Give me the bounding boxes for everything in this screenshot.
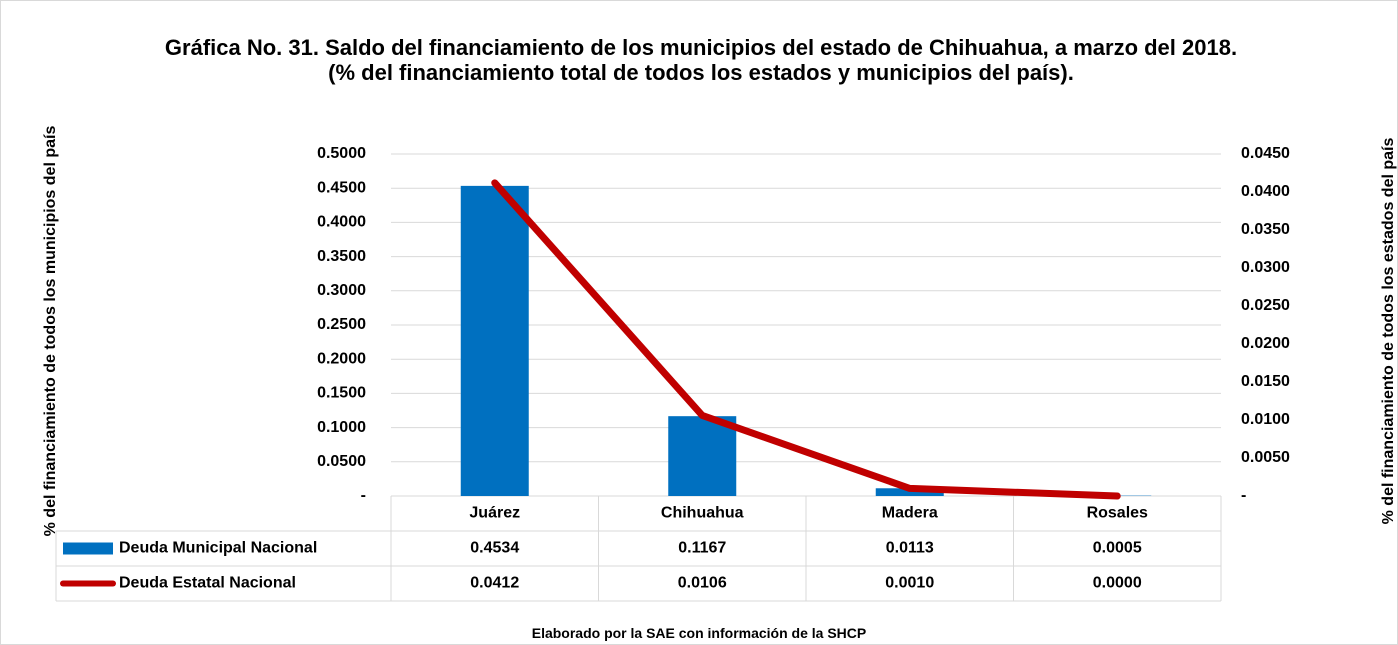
- y2-tick-label: 0.0100: [1241, 411, 1290, 428]
- y-tick-label: 0.3500: [317, 248, 366, 265]
- line: [491, 179, 1121, 500]
- y2-tick-label: 0.0050: [1241, 449, 1290, 466]
- y-tick-label: 0.0500: [317, 453, 366, 470]
- bar: [460, 185, 529, 497]
- y-tick-label: 0.1000: [317, 419, 366, 436]
- y-tick-label: 0.2000: [317, 350, 366, 367]
- source-note: Elaborado por la SAE con información de …: [531, 625, 867, 641]
- table-value: 0.0000: [1093, 575, 1142, 592]
- y2-tick-label: 0.0200: [1241, 335, 1290, 352]
- y-tick-label: -: [361, 487, 366, 504]
- x-tick-label: Chihuahua: [661, 505, 744, 522]
- y2-tick-label: 0.0250: [1241, 297, 1290, 314]
- y-tick-label: 0.4000: [317, 214, 366, 231]
- y2-tick-label: 0.0300: [1241, 259, 1290, 276]
- table-value: 0.0113: [886, 540, 934, 557]
- y-tick-label: 0.4500: [317, 179, 366, 196]
- legend-label: Deuda Municipal Nacional: [119, 540, 317, 557]
- legend-swatch: [63, 542, 113, 555]
- y2-tick-label: 0.0450: [1241, 145, 1290, 162]
- table-value: 0.0005: [1093, 540, 1142, 557]
- y-tick-label: 0.2500: [317, 316, 366, 333]
- x-tick-label: Rosales: [1087, 505, 1148, 522]
- x-tick-label: Juárez: [469, 505, 520, 522]
- x-tick-label: Madera: [882, 505, 938, 522]
- table-value: 0.0106: [678, 575, 727, 592]
- y2-tick-label: 0.0350: [1241, 221, 1290, 238]
- y-tick-label: 0.1500: [317, 385, 366, 402]
- y2-tick-label: 0.0150: [1241, 373, 1290, 390]
- bar: [875, 488, 944, 496]
- y-tick-label: 0.5000: [317, 145, 366, 162]
- legend-label: Deuda Estatal Nacional: [119, 575, 296, 592]
- bar: [668, 416, 737, 496]
- chart-title: Gráfica No. 31. Saldo del financiamiento…: [164, 35, 1238, 85]
- y-tick-label: 0.3000: [317, 282, 366, 299]
- y2-tick-label: -: [1241, 487, 1246, 504]
- y2-tick-label: 0.0400: [1241, 183, 1290, 200]
- table-value: 0.0412: [470, 575, 519, 592]
- table-value: 0.0010: [885, 575, 934, 592]
- table-value: 0.1167: [678, 540, 726, 557]
- table-value: 0.4534: [470, 540, 519, 557]
